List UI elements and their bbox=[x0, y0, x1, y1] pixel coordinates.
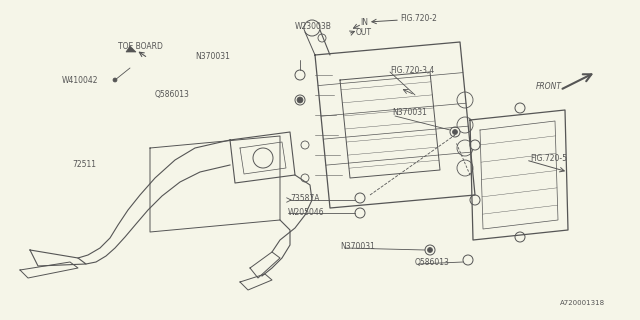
Circle shape bbox=[457, 92, 473, 108]
Circle shape bbox=[355, 193, 365, 203]
Circle shape bbox=[295, 95, 305, 105]
Circle shape bbox=[301, 141, 309, 149]
Circle shape bbox=[470, 140, 480, 150]
Circle shape bbox=[450, 127, 460, 137]
Circle shape bbox=[452, 130, 458, 134]
Circle shape bbox=[457, 117, 473, 133]
Circle shape bbox=[304, 20, 320, 36]
Circle shape bbox=[428, 247, 433, 252]
Circle shape bbox=[515, 103, 525, 113]
Text: N370031: N370031 bbox=[195, 52, 230, 61]
Text: TOE BOARD: TOE BOARD bbox=[118, 42, 163, 51]
Circle shape bbox=[463, 255, 473, 265]
Circle shape bbox=[425, 245, 435, 255]
Circle shape bbox=[297, 97, 303, 103]
Circle shape bbox=[295, 70, 305, 80]
Circle shape bbox=[470, 195, 480, 205]
Text: FIG.720-2: FIG.720-2 bbox=[400, 14, 437, 23]
Circle shape bbox=[318, 34, 326, 42]
Circle shape bbox=[355, 208, 365, 218]
Circle shape bbox=[253, 148, 273, 168]
Text: A720001318: A720001318 bbox=[560, 300, 605, 306]
Text: N370031: N370031 bbox=[392, 108, 427, 117]
Polygon shape bbox=[126, 46, 136, 52]
Text: W205046: W205046 bbox=[288, 208, 324, 217]
Text: OUT: OUT bbox=[356, 28, 372, 37]
Text: W23003B: W23003B bbox=[295, 22, 332, 31]
Text: Q586013: Q586013 bbox=[415, 258, 450, 267]
Circle shape bbox=[457, 160, 473, 176]
Circle shape bbox=[457, 140, 473, 156]
Text: FIG.720-3,4: FIG.720-3,4 bbox=[390, 66, 435, 75]
Text: W410042: W410042 bbox=[62, 76, 99, 85]
Text: Q586013: Q586013 bbox=[155, 90, 190, 99]
Text: 72511: 72511 bbox=[72, 160, 96, 169]
Circle shape bbox=[301, 174, 309, 182]
Circle shape bbox=[515, 232, 525, 242]
Text: FRONT: FRONT bbox=[536, 82, 562, 91]
Text: IN: IN bbox=[360, 18, 368, 27]
Text: N370031: N370031 bbox=[340, 242, 375, 251]
Circle shape bbox=[113, 78, 117, 82]
Text: 73587A: 73587A bbox=[290, 194, 319, 203]
Text: FIG.720-5: FIG.720-5 bbox=[530, 154, 567, 163]
